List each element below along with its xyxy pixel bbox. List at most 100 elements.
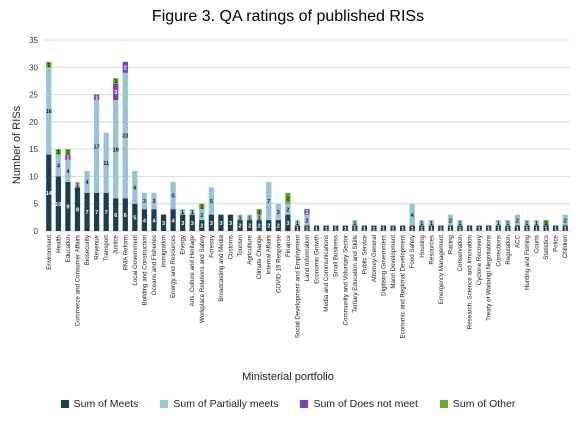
data-label: 1: [535, 221, 538, 227]
x-tick-label: Maori Development: [390, 235, 397, 289]
data-label: 1: [66, 150, 69, 156]
x-tick-label: Transport: [103, 235, 110, 262]
bar-segment: [428, 220, 434, 226]
y-tick-label: 25: [29, 91, 38, 100]
data-label: 11: [103, 161, 109, 167]
bar-segment: [390, 225, 396, 231]
x-tick-label: Justice: [113, 234, 120, 254]
data-label: 7: [86, 210, 89, 216]
bar-segment: [313, 225, 320, 231]
y-tick-label: 30: [29, 63, 38, 72]
bar-segment: [74, 181, 81, 188]
x-tick-label: Oceans and Fisheries: [151, 235, 158, 295]
legend-label: Sum of Partially meets: [173, 398, 279, 410]
x-tick-label: Forestry: [208, 234, 215, 258]
bar-segment: [294, 225, 301, 231]
data-label: 1: [57, 150, 60, 156]
data-label: 1: [525, 226, 528, 232]
data-label: 5: [133, 216, 136, 222]
data-label: 1: [392, 226, 395, 232]
bar-segment: [562, 225, 568, 231]
data-label: 10: [55, 202, 61, 208]
x-tick-label: Tourism: [237, 235, 244, 257]
bar-segment: [180, 214, 186, 231]
x-tick-label: Conservation: [457, 234, 464, 271]
x-tick-label: Corrections: [495, 235, 502, 267]
data-label: 8: [76, 207, 79, 213]
bar-segment: [409, 225, 415, 231]
y-tick-label: 10: [29, 172, 38, 181]
x-tick-label: ACC: [514, 234, 521, 248]
x-tick-label: Community and Voluntary Sector: [342, 235, 349, 325]
bar-segment: [533, 220, 540, 226]
x-tick-label: Building and Construction: [141, 234, 148, 305]
legend-swatch: [439, 400, 448, 408]
bar-segment: [189, 209, 195, 215]
x-tick-label: Tertiary Education and Skills: [352, 235, 359, 313]
data-label: 2: [258, 224, 261, 230]
data-label: 1: [401, 226, 404, 232]
x-tick-label: Children: [562, 234, 569, 258]
bar-segment: [208, 214, 214, 231]
data-label: 1: [372, 226, 375, 232]
bar-segment: [352, 220, 358, 226]
data-label: 1: [554, 226, 557, 232]
data-label: 3: [114, 90, 117, 96]
chart-title: Figure 3. QA ratings of published RISs: [151, 8, 425, 25]
data-label: 1: [114, 79, 117, 85]
bar-segment: [457, 220, 463, 226]
legend-label: Sum of Other: [452, 398, 516, 410]
x-tick-label: Cyclone Recovery: [476, 234, 483, 285]
data-label: 4: [66, 169, 70, 175]
data-label: 1: [66, 156, 69, 162]
data-label: 4: [143, 218, 147, 224]
data-label: 16: [46, 109, 52, 115]
bar-segment: [122, 61, 128, 73]
data-label: 1: [344, 226, 347, 232]
data-label: 2: [239, 224, 242, 230]
bar-segment: [304, 214, 310, 226]
bar-segment: [46, 154, 52, 231]
bar-segment: [170, 209, 176, 231]
bar-segment: [141, 209, 148, 231]
x-tick-label: Environment: [46, 235, 53, 270]
data-label: 5: [210, 199, 213, 205]
y-tick-label: 20: [29, 118, 38, 127]
x-tick-label: Hunting and Fishing: [524, 234, 531, 290]
bar-segment: [122, 72, 128, 199]
bar-segment: [514, 225, 521, 231]
data-label: 1: [430, 226, 433, 232]
bar-segment: [400, 225, 406, 231]
x-tick-label: Statistics: [543, 235, 550, 260]
data-label: 1: [468, 226, 471, 232]
bar-segment: [132, 170, 138, 204]
legend-item: Sum of Other: [439, 398, 516, 410]
x-axis: Environment Health Education Commerce and C…: [46, 234, 569, 338]
bar-segment: [285, 214, 291, 231]
bar-segment: [103, 192, 109, 231]
bar-segment: [113, 78, 119, 84]
data-label: 2: [248, 224, 251, 230]
x-tick-label: COVID-19 Response: [275, 234, 282, 293]
bar-segment: [237, 220, 243, 231]
bar-segment: [55, 149, 61, 155]
data-label: 1: [564, 226, 567, 232]
data-label: 1: [545, 226, 548, 232]
bar-segment: [141, 192, 148, 210]
x-tick-label: Regulation: [505, 234, 512, 264]
y-axis: 0 5 10 15 20 25 30 35: [29, 36, 38, 236]
data-label: 1: [478, 226, 481, 232]
bar-segment: [304, 209, 310, 215]
bar-segment: [227, 214, 234, 231]
data-label: 1: [296, 226, 299, 232]
data-label: 1: [506, 226, 509, 232]
bar-segment: [103, 132, 109, 193]
data-label: 1: [497, 221, 500, 227]
data-label: 1: [353, 221, 356, 227]
legend-swatch: [60, 400, 69, 408]
bar-segment: [524, 220, 530, 226]
data-label: 2: [200, 224, 203, 230]
data-label: 3: [277, 210, 280, 216]
bar-segment: [113, 83, 119, 101]
